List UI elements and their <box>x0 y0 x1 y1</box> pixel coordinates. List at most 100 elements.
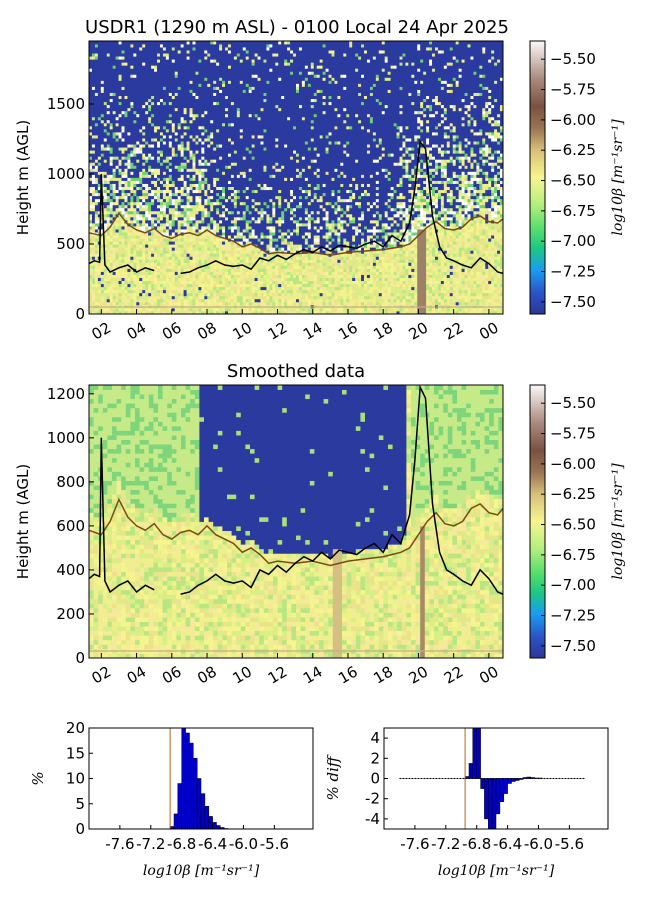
heatmap-cell <box>100 150 105 154</box>
heatmap-cell <box>94 198 99 203</box>
heatmap-cell <box>186 156 190 160</box>
heatmap-cell <box>216 159 220 163</box>
heatmap-cell <box>210 204 214 209</box>
heatmap-cell <box>213 213 217 218</box>
heatmap-cell <box>159 177 164 181</box>
heatmap-cell <box>139 219 143 224</box>
heatmap-cell <box>154 310 158 315</box>
heatmap-cell <box>236 77 241 81</box>
heatmap-cell <box>213 310 217 315</box>
heatmap-cell <box>136 189 140 194</box>
heatmap-cell <box>112 132 117 136</box>
heatmap-cell <box>94 177 99 181</box>
heatmap-cell <box>145 174 149 178</box>
heatmap-cell <box>198 86 202 90</box>
heatmap-cell <box>225 65 229 69</box>
heatmap-cell <box>248 150 253 154</box>
heatmap-cell <box>162 50 167 54</box>
heatmap-cell <box>174 207 179 212</box>
heatmap-cell <box>142 241 146 245</box>
heatmap-cell <box>186 165 190 169</box>
heatmap-cell <box>145 50 149 54</box>
heatmap-cell <box>151 132 155 136</box>
heatmap-cell <box>242 156 247 160</box>
heatmap-cell <box>213 238 217 242</box>
heatmap-cell <box>124 189 128 194</box>
heatmap-cell <box>162 101 167 106</box>
heatmap-cell <box>148 265 152 269</box>
heatmap-cell <box>216 219 220 224</box>
heatmap-cell <box>91 244 96 248</box>
heatmap-cell <box>171 77 176 81</box>
heatmap-cell <box>242 235 247 239</box>
heatmap-cell <box>109 250 114 254</box>
heatmap-cell <box>145 256 149 260</box>
heatmap-cell <box>230 277 235 282</box>
heatmap-cell <box>103 189 108 194</box>
heatmap-cell <box>204 310 208 315</box>
heatmap-cell <box>233 138 238 142</box>
heatmap-cell <box>251 274 255 278</box>
heatmap-cell <box>127 238 131 242</box>
heatmap-cell <box>177 235 182 239</box>
heatmap-cell <box>139 289 143 294</box>
heatmap-cell <box>198 125 202 130</box>
heatmap-cell <box>124 226 128 230</box>
heatmap-cell <box>174 47 179 51</box>
heatmap-cell <box>89 198 93 203</box>
heatmap-cell <box>174 307 179 312</box>
heatmap-cell <box>154 277 158 282</box>
heatmap-cell <box>97 125 102 130</box>
heatmap-cell <box>112 41 117 45</box>
heatmap-cell <box>157 295 161 300</box>
heatmap-cell <box>222 89 226 93</box>
heatmap-cell <box>207 53 211 57</box>
heatmap-cell <box>189 189 193 194</box>
heatmap-cell <box>142 189 146 194</box>
heatmap-cell <box>210 41 214 45</box>
heatmap-cell <box>148 56 152 60</box>
heatmap-cell <box>177 292 182 297</box>
heatmap-cell <box>133 98 137 103</box>
heatmap-cell <box>195 286 199 291</box>
heatmap-cell <box>115 307 119 312</box>
heatmap-cell <box>124 210 128 215</box>
heatmap-cell <box>112 62 117 66</box>
heatmap-cell <box>230 250 235 254</box>
heatmap-cell <box>213 286 217 291</box>
heatmap-cell <box>127 77 131 81</box>
heatmap-cell <box>195 259 199 263</box>
heatmap-cell <box>242 280 247 285</box>
heatmap-cell <box>245 98 250 103</box>
heatmap-cell <box>112 107 117 112</box>
heatmap-cell <box>154 68 158 72</box>
heatmap-cell <box>106 180 111 184</box>
heatmap-cell <box>195 53 199 57</box>
heatmap-cell <box>219 98 223 103</box>
heatmap-cell <box>89 183 93 187</box>
heatmap-cell <box>222 280 226 285</box>
heatmap-cell <box>168 198 173 203</box>
heatmap-cell <box>154 289 158 294</box>
heatmap-cell <box>171 95 176 100</box>
heatmap-cell <box>189 235 193 239</box>
heatmap-cell <box>225 101 229 106</box>
heatmap-cell <box>177 41 182 45</box>
heatmap-cell <box>201 292 205 297</box>
heatmap-cell <box>145 53 149 57</box>
heatmap-cell <box>127 98 131 103</box>
heatmap-cell <box>171 241 176 245</box>
heatmap-cell <box>109 307 114 312</box>
heatmap-cell <box>183 150 187 154</box>
heatmap-cell <box>239 223 244 227</box>
heatmap-cell <box>219 247 223 251</box>
heatmap-cell <box>154 262 158 266</box>
heatmap-cell <box>227 195 232 200</box>
heatmap-cell <box>180 198 185 203</box>
heatmap-cell <box>151 286 155 291</box>
heatmap-cell <box>168 68 173 72</box>
heatmap-cell <box>112 165 117 169</box>
heatmap-cell <box>236 135 241 139</box>
heatmap-cell <box>183 289 187 294</box>
heatmap-cell <box>103 310 108 315</box>
